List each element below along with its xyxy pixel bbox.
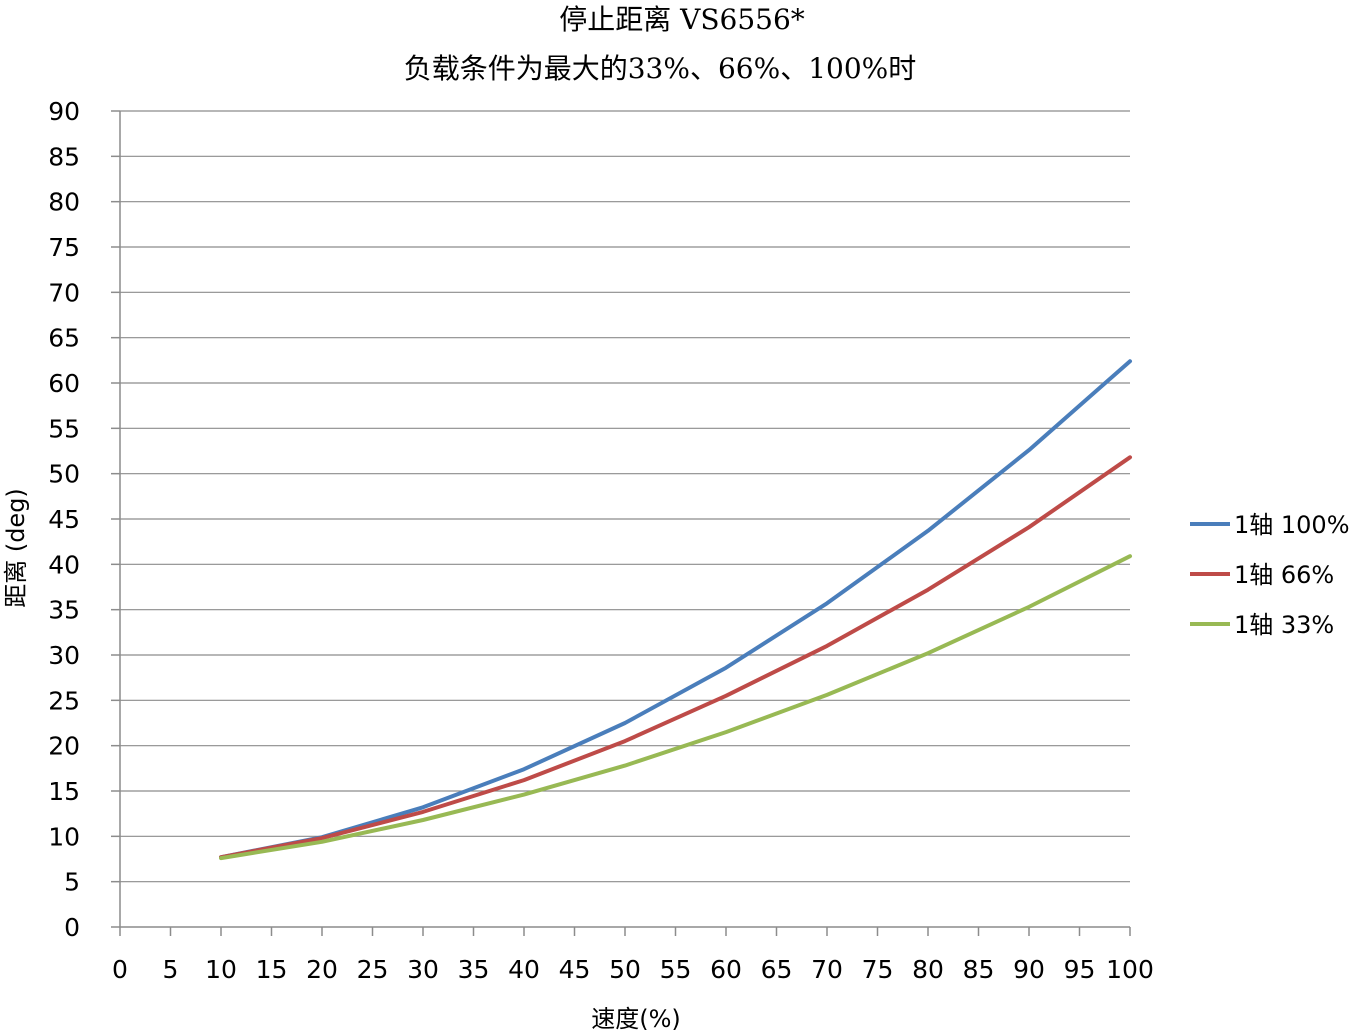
y-tick-label: 35 — [48, 596, 80, 625]
x-tick-label: 95 — [1064, 955, 1096, 984]
y-axis-label: 距离 (deg) — [2, 488, 30, 608]
x-tick-label: 20 — [306, 955, 338, 984]
x-tick-label: 85 — [963, 955, 995, 984]
x-tick-label: 15 — [256, 955, 288, 984]
x-tick-label: 45 — [559, 955, 591, 984]
y-tick-label: 80 — [48, 188, 80, 217]
x-tick-label: 10 — [205, 955, 237, 984]
x-tick-label: 65 — [761, 955, 793, 984]
legend-label: 1轴 33% — [1234, 611, 1334, 639]
legend-label: 1轴 100% — [1234, 511, 1350, 539]
x-tick-label: 40 — [508, 955, 540, 984]
y-tick-label: 10 — [48, 822, 80, 851]
y-tick-label: 70 — [48, 278, 80, 307]
chart-title: 停止距离 VS6556* — [559, 3, 805, 36]
legend-label: 1轴 66% — [1234, 561, 1334, 589]
y-tick-label: 65 — [48, 324, 80, 353]
x-tick-label: 90 — [1013, 955, 1045, 984]
x-axis-label: 速度(%) — [591, 1005, 681, 1032]
y-tick-label: 45 — [48, 505, 80, 534]
y-tick-label: 75 — [48, 233, 80, 262]
y-tick-label: 50 — [48, 460, 80, 489]
series-line-1 — [219, 359, 1132, 860]
x-tick-label: 0 — [112, 955, 128, 984]
x-tick-label: 60 — [710, 955, 742, 984]
y-tick-label: 40 — [48, 550, 80, 579]
y-axis-tick-labels: 0 5 10 15 20 25 30 35 40 45 50 55 60 65 70 75 80 85 90 — [48, 97, 80, 942]
series-line-2 — [219, 455, 1132, 860]
y-tick-label: 20 — [48, 732, 80, 761]
axes — [111, 110, 1131, 936]
y-tick-label: 25 — [48, 686, 80, 715]
x-tick-label: 25 — [357, 955, 389, 984]
x-axis-tick-labels: 0 5 10 15 20 25 30 35 40 45 50 55 60 65 70 75 80 85 90 95 10… — [112, 955, 1154, 984]
chart-subtitle: 负载条件为最大的33%、66%、100%时 — [404, 52, 917, 85]
x-tick-label: 50 — [609, 955, 641, 984]
x-tick-label: 75 — [862, 955, 894, 984]
y-tick-label: 55 — [48, 414, 80, 443]
x-tick-label: 35 — [458, 955, 490, 984]
gridlines — [120, 110, 1130, 883]
x-tick-label: 70 — [811, 955, 843, 984]
x-tick-label: 55 — [660, 955, 692, 984]
y-tick-label: 90 — [48, 97, 80, 126]
y-tick-label: 5 — [64, 868, 80, 897]
x-tick-label: 5 — [163, 955, 179, 984]
x-tick-label: 30 — [407, 955, 439, 984]
y-tick-label: 30 — [48, 641, 80, 670]
y-tick-label: 15 — [48, 777, 80, 806]
x-tick-label: 80 — [912, 955, 944, 984]
y-tick-label: 0 — [64, 913, 80, 942]
legend: 1轴 100% 1轴 66% 1轴 33% — [1190, 511, 1350, 639]
series-lines — [219, 359, 1132, 861]
series-line-3 — [219, 554, 1132, 861]
y-tick-label: 60 — [48, 369, 80, 398]
x-tick-label: 100 — [1106, 955, 1154, 984]
y-tick-label: 85 — [48, 142, 80, 171]
